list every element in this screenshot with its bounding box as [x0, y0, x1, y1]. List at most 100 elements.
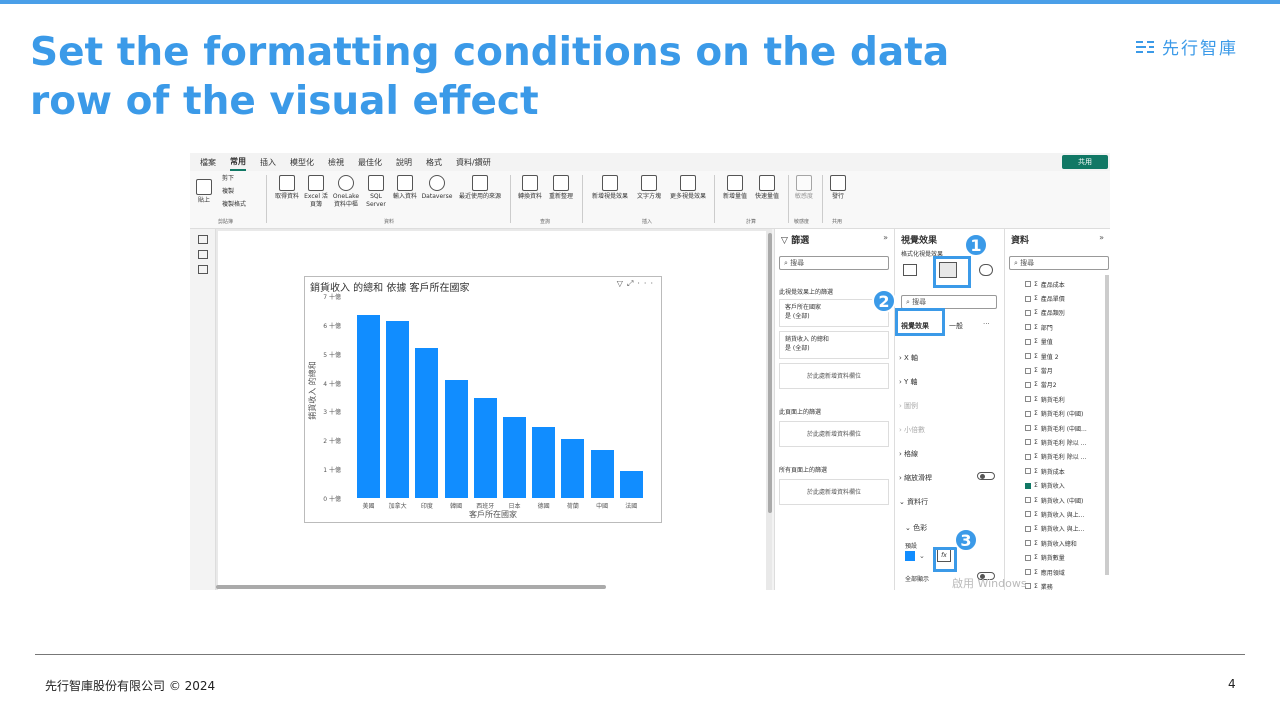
field-checkbox[interactable] — [1025, 410, 1031, 417]
chart-bar[interactable] — [503, 417, 526, 498]
field-item[interactable]: Σ 銷貨收入 — [1025, 478, 1110, 492]
filter-card-country[interactable]: 客戶所在國家是 (全部) — [779, 299, 889, 327]
tab-format[interactable]: 格式 — [426, 157, 442, 167]
field-checkbox[interactable] — [1025, 453, 1031, 460]
add-field-visual[interactable]: 於此處新增資料欄位 — [779, 363, 889, 389]
section-legend[interactable]: › 圖例 — [899, 401, 997, 411]
chart-bar[interactable] — [444, 379, 468, 498]
sensitivity-button[interactable]: 敏感度 — [792, 175, 816, 201]
chart-bar[interactable] — [386, 320, 410, 498]
tab-view[interactable]: 檢視 — [328, 157, 344, 167]
field-item[interactable]: Σ 當月2 — [1025, 378, 1110, 392]
quick-measure-button[interactable]: 快速量值 — [752, 175, 782, 201]
field-item[interactable]: Σ 銷貨數量 — [1025, 550, 1110, 564]
tab-optimize[interactable]: 最佳化 — [358, 157, 382, 167]
field-checkbox[interactable] — [1025, 381, 1031, 388]
field-checkbox[interactable] — [1025, 554, 1031, 561]
publish-button[interactable]: 發行 — [826, 175, 850, 201]
field-checkbox[interactable] — [1025, 396, 1031, 403]
chevron-down-icon[interactable]: ⌄ — [919, 552, 925, 560]
field-item[interactable]: Σ 銷貨收入 (中國) — [1025, 493, 1110, 507]
transform-data-button[interactable]: 轉換資料 — [516, 175, 544, 201]
more-visuals-button[interactable]: 更多視覺效果 — [666, 175, 710, 201]
recent-sources-button[interactable]: 最近使用的來源 — [454, 175, 506, 201]
tab-visual[interactable]: 視覺效果 — [901, 322, 929, 330]
copy-button[interactable]: 複製 — [222, 188, 234, 196]
get-data-button[interactable]: 取得資料 — [272, 175, 302, 201]
new-visual-button[interactable]: 新增視覺效果 — [588, 175, 632, 201]
field-item[interactable]: Σ 銷貨毛利 (中國... — [1025, 421, 1110, 435]
field-checkbox[interactable] — [1025, 569, 1031, 575]
add-field-all[interactable]: 於此處新增資料欄位 — [779, 479, 889, 505]
section-small-multiples[interactable]: › 小倍數 — [899, 425, 997, 435]
field-checkbox[interactable] — [1025, 525, 1031, 532]
cut-button[interactable]: 剪下 — [222, 175, 234, 183]
vertical-scrollbar[interactable] — [768, 233, 772, 513]
field-item[interactable]: Σ 產品成本 — [1025, 277, 1110, 291]
field-item[interactable]: Σ 部門 — [1025, 320, 1110, 334]
tab-modeling[interactable]: 模型化 — [290, 157, 314, 167]
field-item[interactable]: Σ 銷貨成本 — [1025, 464, 1110, 478]
new-measure-button[interactable]: 新增量值 — [720, 175, 750, 201]
report-view-icon[interactable] — [197, 235, 208, 244]
field-checkbox[interactable] — [1025, 309, 1031, 316]
build-visual-icon[interactable] — [903, 264, 917, 276]
more-icon[interactable]: ··· — [637, 279, 657, 288]
field-item[interactable]: Σ 銷貨收入總和 — [1025, 536, 1110, 550]
chart-bar[interactable] — [473, 398, 497, 498]
section-gridlines[interactable]: › 格線 — [899, 449, 997, 459]
field-item[interactable]: Σ 銷貨毛利 除以 ... — [1025, 450, 1110, 464]
onelake-button[interactable]: OneLake 資料中樞 — [330, 175, 362, 209]
field-checkbox[interactable] — [1025, 482, 1031, 489]
field-item[interactable]: Σ 銷貨毛利 — [1025, 392, 1110, 406]
field-item[interactable]: Σ 應用領域 — [1025, 565, 1110, 579]
enter-data-button[interactable]: 輸入資料 — [390, 175, 420, 201]
refresh-button[interactable]: 重新整理 — [546, 175, 576, 201]
add-field-page[interactable]: 於此處新增資料欄位 — [779, 421, 889, 447]
share-button[interactable]: 共用 — [1062, 155, 1108, 169]
field-checkbox[interactable] — [1025, 540, 1031, 547]
data-search-input[interactable]: ⌕ 搜尋 — [1009, 256, 1109, 270]
tab-general[interactable]: 一般 — [949, 322, 963, 330]
tab-file[interactable]: 檔案 — [200, 157, 216, 167]
table-view-icon[interactable] — [197, 250, 208, 259]
collapse-data-icon[interactable]: » — [1099, 233, 1104, 242]
focus-icon[interactable]: ⤢ — [626, 279, 638, 288]
data-scrollbar[interactable] — [1105, 275, 1109, 575]
sql-button[interactable]: SQL Server — [363, 175, 389, 209]
excel-button[interactable]: Excel 活頁簿 — [303, 175, 329, 209]
field-item[interactable]: Σ 產品單價 — [1025, 291, 1110, 305]
chart-bar[interactable] — [619, 470, 643, 498]
field-checkbox[interactable] — [1025, 468, 1031, 475]
chart-bar[interactable] — [561, 438, 585, 498]
field-item[interactable]: Σ 量值 2 — [1025, 349, 1110, 363]
field-item[interactable]: Σ 量值 — [1025, 335, 1110, 349]
section-zoom-slider[interactable]: › 縮放滑桿 — [899, 473, 997, 483]
format-search-input[interactable]: ⌕ 搜尋 — [901, 295, 997, 309]
more-options-icon[interactable]: ··· — [983, 320, 990, 328]
filter-icon[interactable]: ▽ — [616, 279, 627, 288]
field-checkbox[interactable] — [1025, 324, 1031, 331]
filter-card-revenue[interactable]: 銷貨收入 的總和是 (全部) — [779, 331, 889, 359]
field-checkbox[interactable] — [1025, 497, 1031, 504]
field-checkbox[interactable] — [1025, 425, 1031, 432]
show-all-toggle[interactable] — [977, 572, 995, 580]
tab-help[interactable]: 說明 — [396, 157, 412, 167]
chart-bar[interactable] — [590, 450, 614, 498]
section-y-axis[interactable]: › Y 軸 — [899, 377, 997, 387]
tab-data-drill[interactable]: 資料/鑽研 — [456, 157, 491, 167]
field-item[interactable]: Σ 銷貨收入 與上... — [1025, 522, 1110, 536]
field-item[interactable]: Σ 業務 — [1025, 579, 1110, 590]
zoom-slider-toggle[interactable] — [977, 472, 995, 480]
field-item[interactable]: Σ 當月 — [1025, 363, 1110, 377]
section-colors[interactable]: ⌄ 色彩 — [905, 523, 1003, 533]
field-checkbox[interactable] — [1025, 295, 1031, 302]
tab-home[interactable]: 常用 — [230, 154, 246, 171]
field-checkbox[interactable] — [1025, 338, 1031, 345]
field-item[interactable]: Σ 銷貨收入 與上... — [1025, 507, 1110, 521]
field-item[interactable]: Σ 產品類別 — [1025, 306, 1110, 320]
horizontal-scrollbar[interactable] — [216, 585, 606, 589]
model-view-icon[interactable] — [197, 265, 208, 274]
section-x-axis[interactable]: › X 軸 — [899, 353, 997, 363]
field-item[interactable]: Σ 銷貨毛利 除以 ... — [1025, 435, 1110, 449]
